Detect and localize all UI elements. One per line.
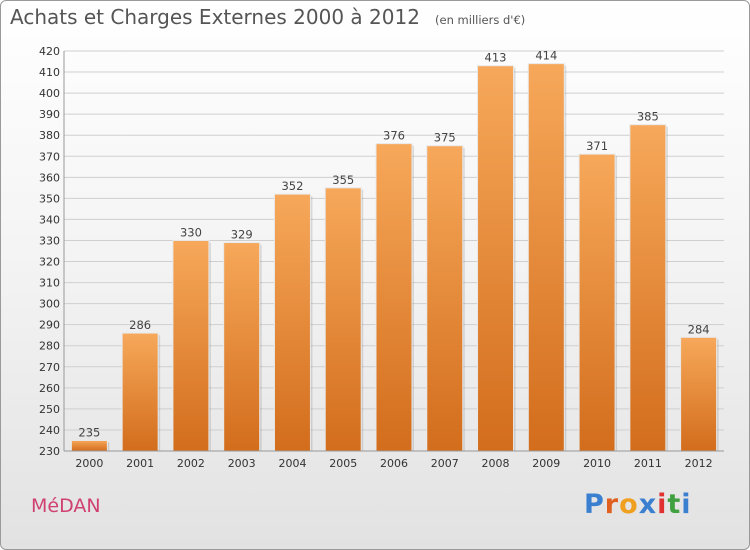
data-label: 375 [434, 131, 456, 145]
logo-letter: x [638, 489, 658, 520]
y-tick-label: 350 [39, 192, 60, 205]
bar-2011 [629, 124, 667, 452]
chart-unit: (en milliers d'€) [435, 13, 526, 27]
y-tick-label: 370 [39, 150, 60, 163]
y-tick-label: 340 [39, 213, 60, 226]
logo-letter: P [584, 489, 605, 520]
x-tick-label: 2005 [329, 457, 357, 470]
title-block: Achats et Charges Externes 2000 à 2012 (… [10, 5, 525, 29]
y-tick-label: 320 [39, 256, 60, 269]
y-tick-label: 280 [39, 340, 60, 353]
y-tick-label: 290 [39, 319, 60, 332]
y-tick-label: 230 [39, 445, 60, 458]
x-tick-label: 2001 [126, 457, 154, 470]
data-label: 413 [485, 51, 507, 65]
data-label: 376 [383, 129, 405, 143]
x-tick-label: 2009 [532, 457, 560, 470]
x-tick-label: 2006 [380, 457, 408, 470]
x-tick-label: 2002 [177, 457, 205, 470]
y-tick-label: 300 [39, 298, 60, 311]
x-tick-label: 2010 [583, 457, 611, 470]
data-label: 371 [586, 139, 608, 153]
bar-2010 [578, 153, 616, 452]
data-label: 286 [129, 318, 151, 332]
logo-letter: o [619, 489, 639, 520]
y-tick-label: 420 [39, 45, 60, 58]
y-tick-label: 360 [39, 171, 60, 184]
y-tick-label: 390 [39, 108, 60, 121]
logo-letter: r [604, 489, 620, 520]
data-label: 414 [535, 49, 557, 63]
x-tick-label: 2011 [634, 457, 662, 470]
x-tick-label: 2008 [482, 457, 510, 470]
y-tick-label: 240 [39, 424, 60, 437]
bar-2003 [223, 242, 261, 452]
x-tick-label: 2000 [75, 457, 103, 470]
bar-2001 [121, 332, 159, 452]
bar-2000 [70, 439, 108, 452]
bar-2005 [324, 187, 362, 452]
x-tick-label: 2004 [278, 457, 306, 470]
data-label: 329 [231, 228, 253, 242]
y-tick-label: 270 [39, 361, 60, 374]
x-tick-label: 2012 [685, 457, 713, 470]
logo-letter: i [681, 489, 692, 520]
bar-2006 [375, 143, 413, 452]
bar-2008 [477, 65, 515, 452]
bar-2004 [273, 193, 311, 452]
chart-title: Achats et Charges Externes 2000 à 2012 [10, 5, 420, 29]
logo-letter: t [667, 489, 682, 520]
bar-2007 [426, 145, 464, 452]
logo-letter: i [657, 489, 668, 520]
data-label: 355 [332, 173, 354, 187]
proxiti-logo[interactable]: Proxiti [584, 489, 692, 520]
data-label: 352 [281, 179, 303, 193]
y-tick-label: 400 [39, 87, 60, 100]
x-tick-label: 2007 [431, 457, 459, 470]
data-label: 284 [688, 322, 710, 336]
y-tick-label: 330 [39, 234, 60, 247]
y-tick-label: 310 [39, 277, 60, 290]
bar-2012 [680, 336, 718, 452]
commune-name: MéDAN [31, 495, 101, 517]
bar-2009 [527, 63, 565, 452]
y-tick-label: 380 [39, 129, 60, 142]
bar-2002 [172, 239, 210, 452]
data-label: 385 [637, 110, 659, 124]
x-tick-label: 2003 [228, 457, 256, 470]
y-tick-label: 260 [39, 382, 60, 395]
data-label: 330 [180, 225, 202, 239]
data-label: 235 [78, 425, 100, 439]
y-tick-label: 250 [39, 403, 60, 416]
y-tick-label: 410 [39, 66, 60, 79]
